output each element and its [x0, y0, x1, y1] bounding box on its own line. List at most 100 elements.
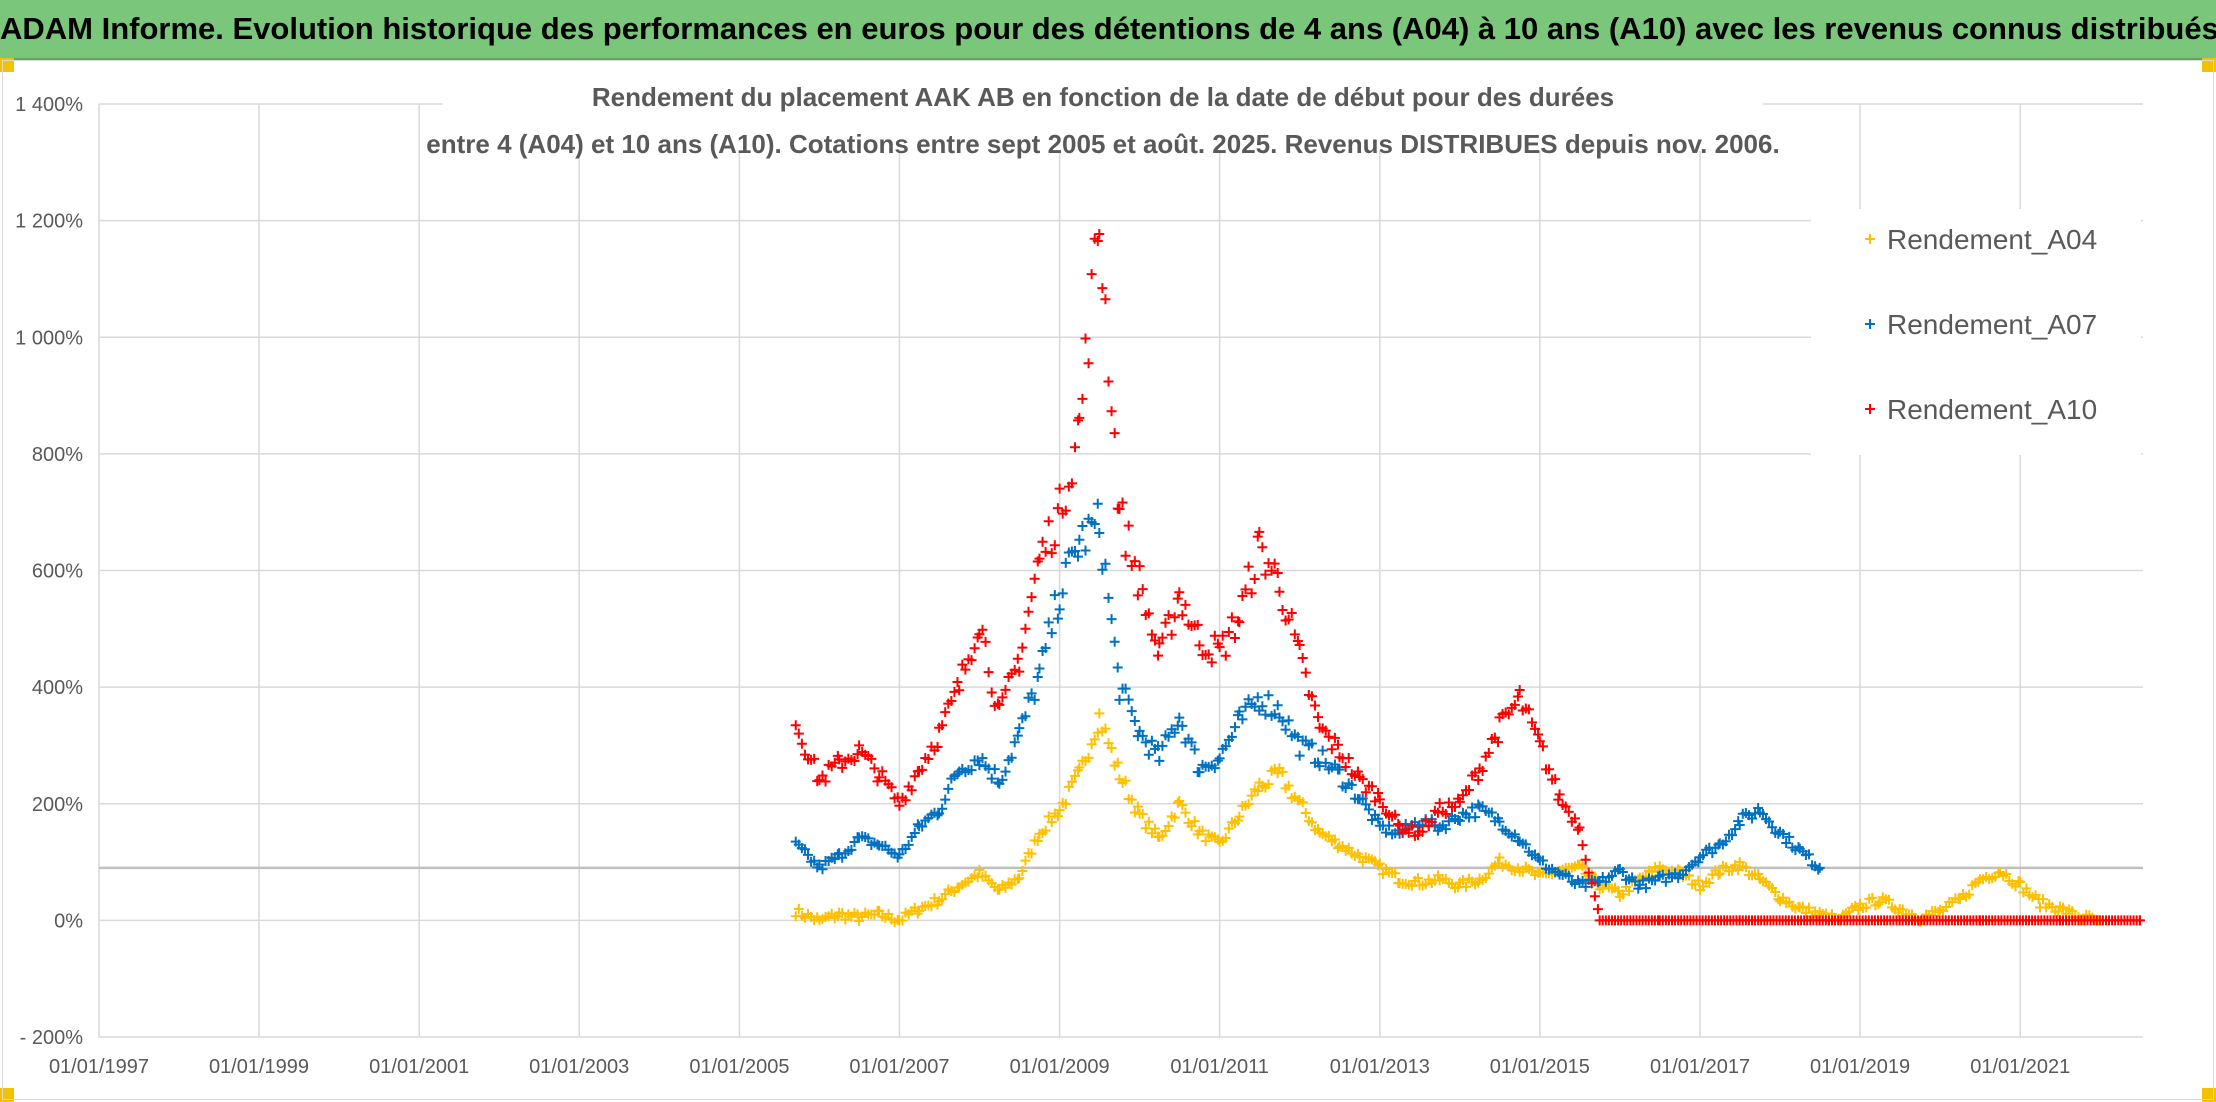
data-point	[1186, 737, 1197, 748]
data-point	[932, 741, 943, 752]
data-point	[1226, 731, 1237, 742]
data-point	[1704, 878, 1715, 889]
data-point	[1009, 737, 1020, 748]
data-point	[1112, 757, 1123, 768]
legend-marker	[1865, 319, 1875, 329]
data-point	[1094, 528, 1105, 539]
data-point	[1029, 573, 1040, 584]
data-point	[1052, 811, 1063, 822]
data-point	[1464, 784, 1475, 795]
data-point	[1583, 867, 1594, 878]
data-point	[1767, 822, 1778, 833]
data-point	[1450, 801, 1461, 812]
data-point	[940, 794, 951, 805]
data-point	[1146, 735, 1157, 746]
data-point	[1097, 564, 1108, 575]
legend: Rendement_A04 Rendement_A07 Rendement_A10	[1811, 209, 2141, 455]
data-point	[1323, 830, 1334, 841]
data-point	[897, 915, 908, 926]
data-point	[1046, 548, 1057, 559]
data-point	[1753, 869, 1764, 880]
data-point	[1457, 790, 1468, 801]
data-point	[1049, 540, 1060, 551]
data-point	[1054, 483, 1065, 494]
data-point	[1297, 797, 1308, 808]
y-tick-label: 0%	[54, 910, 83, 932]
x-tick-label: 01/01/2001	[369, 1056, 469, 1078]
data-point	[1577, 840, 1588, 851]
y-axis-labels: - 200% 0% 200% 400% 600% 800% 1 000% 1 200% 1 40…	[15, 94, 83, 1049]
data-point	[1092, 236, 1103, 247]
x-tick-label: 01/01/2003	[529, 1056, 629, 1078]
data-point	[1360, 787, 1371, 798]
data-point	[849, 755, 860, 766]
data-point	[1440, 824, 1451, 835]
data-point	[1517, 866, 1528, 877]
data-point	[1143, 608, 1154, 619]
data-point	[1180, 599, 1191, 610]
data-point	[1473, 799, 1484, 810]
data-point	[1417, 826, 1428, 837]
data-point	[1352, 766, 1363, 777]
data-point	[1063, 781, 1074, 792]
data-point	[1747, 813, 1757, 824]
data-point	[1263, 690, 1274, 701]
x-tick-label: 01/01/1999	[209, 1056, 309, 1078]
data-point	[977, 624, 988, 635]
data-point	[1243, 799, 1254, 810]
data-point	[1294, 639, 1305, 650]
data-point	[1309, 700, 1320, 711]
data-point	[1343, 752, 1354, 763]
data-point	[1153, 650, 1164, 661]
data-point	[1283, 614, 1294, 625]
data-point	[1177, 800, 1188, 811]
data-point	[1323, 731, 1334, 742]
data-point	[906, 785, 917, 796]
data-point	[1526, 717, 1537, 728]
data-point	[1086, 269, 1097, 280]
data-point	[946, 696, 957, 707]
data-point	[1277, 604, 1288, 615]
data-point	[1343, 842, 1354, 853]
scatter-chart: - 200% 0% 200% 400% 600% 800% 1 000% 1 200% 1 40…	[15, 63, 2145, 1078]
data-point	[2134, 915, 2145, 926]
data-point	[917, 821, 928, 832]
data-point	[1274, 586, 1285, 597]
data-point	[983, 667, 994, 678]
data-point	[1123, 520, 1134, 531]
data-point	[1040, 546, 1051, 557]
data-point	[799, 844, 810, 855]
y-tick-label: 1 200%	[15, 211, 83, 233]
data-point	[1154, 755, 1165, 766]
data-point	[1020, 711, 1031, 722]
data-point	[1000, 684, 1011, 695]
data-point	[1157, 740, 1168, 751]
data-point	[1226, 612, 1237, 623]
x-tick-label: 01/01/2009	[1010, 1056, 1110, 1078]
data-point	[1660, 876, 1671, 887]
data-point	[1114, 694, 1125, 705]
data-point	[1194, 640, 1205, 651]
data-point	[986, 687, 997, 698]
data-point	[1300, 667, 1311, 678]
data-point	[937, 803, 948, 814]
data-point	[1420, 815, 1431, 826]
data-point	[1370, 796, 1381, 807]
data-point	[1157, 632, 1168, 643]
data-point	[1009, 664, 1020, 675]
data-point	[1012, 653, 1023, 664]
data-point	[1120, 683, 1131, 694]
data-point	[969, 643, 980, 654]
data-point	[1550, 774, 1561, 785]
data-point	[1237, 714, 1248, 725]
data-point	[1069, 442, 1080, 453]
data-point	[1357, 774, 1368, 785]
data-point	[1377, 801, 1388, 812]
data-point	[1366, 781, 1377, 792]
data-point	[1160, 826, 1171, 837]
data-point	[2001, 868, 2012, 879]
data-point	[1206, 657, 1217, 668]
data-point	[1054, 604, 1065, 615]
data-point	[820, 776, 831, 787]
data-point	[1043, 617, 1054, 628]
